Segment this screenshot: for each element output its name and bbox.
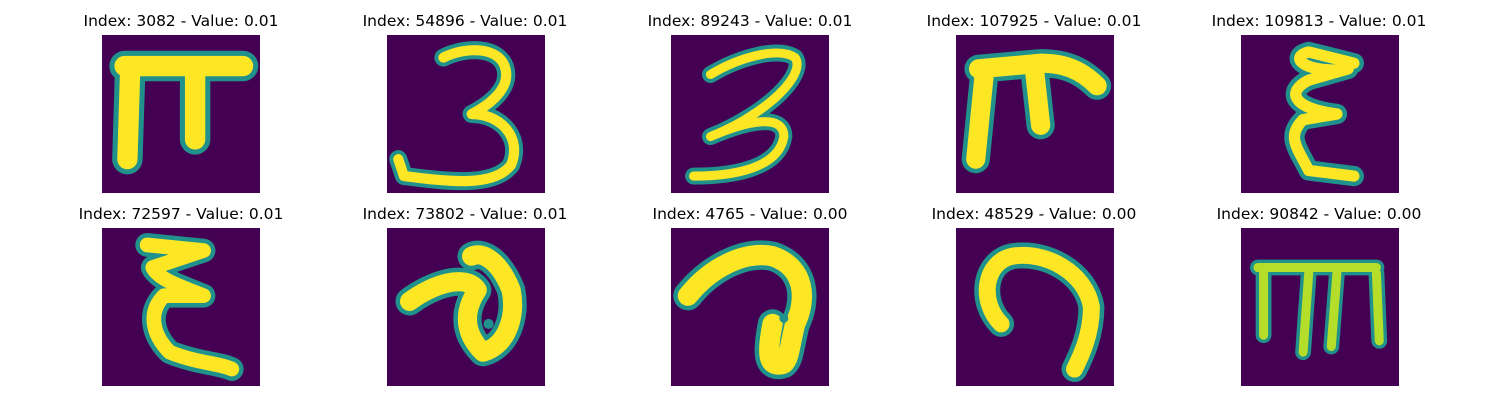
panel-title: Index: 4765 - Value: 0.00 <box>652 205 848 223</box>
digit-image <box>1241 35 1399 193</box>
panel-title: Index: 89243 - Value: 0.01 <box>647 12 853 30</box>
panel-title: Index: 73802 - Value: 0.01 <box>362 205 568 223</box>
panel-title: Index: 107925 - Value: 0.01 <box>926 12 1142 30</box>
digit-image <box>102 35 260 193</box>
digit-image <box>956 228 1114 386</box>
panel-title: Index: 72597 - Value: 0.01 <box>78 205 284 223</box>
digit-image <box>671 35 829 193</box>
digit-image <box>102 228 260 386</box>
panel-title: Index: 90842 - Value: 0.00 <box>1216 205 1422 223</box>
digit-image <box>387 35 545 193</box>
digit-image <box>671 228 829 386</box>
panel-title: Index: 3082 - Value: 0.01 <box>83 12 279 30</box>
digit-image <box>1241 228 1399 386</box>
digit-image <box>956 35 1114 193</box>
digit-image <box>387 228 545 386</box>
panel-title: Index: 54896 - Value: 0.01 <box>362 12 568 30</box>
panel-title: Index: 48529 - Value: 0.00 <box>931 205 1137 223</box>
panel-title: Index: 109813 - Value: 0.01 <box>1211 12 1427 30</box>
